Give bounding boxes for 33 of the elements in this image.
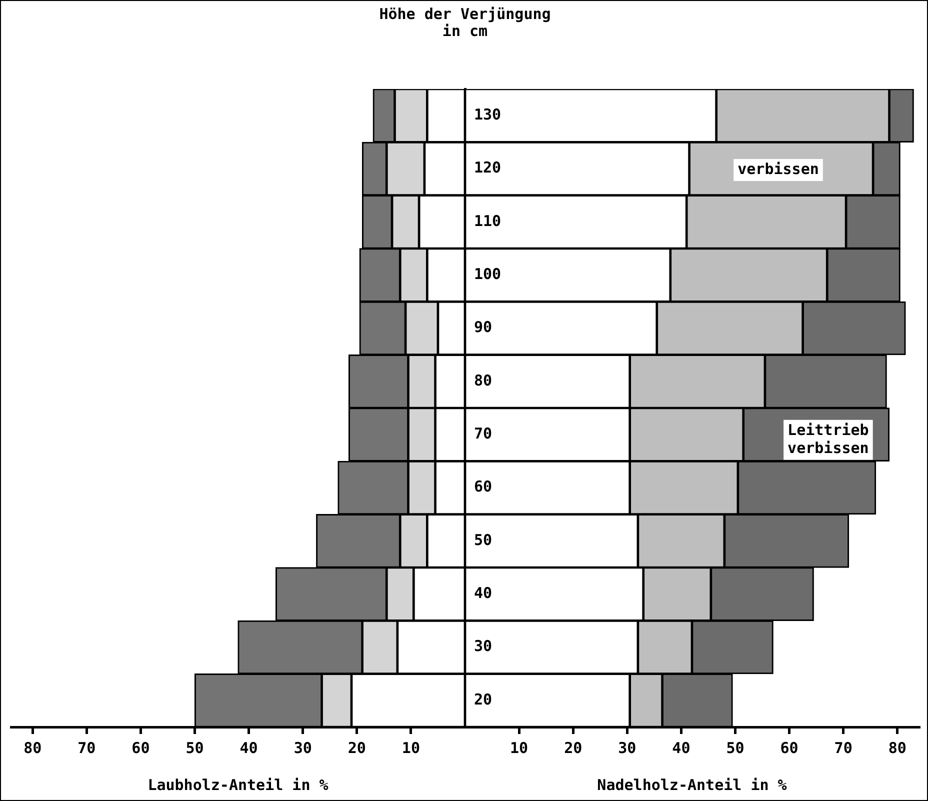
y-tick-label: 20 [474,690,492,708]
y-tick-label: 90 [474,318,492,336]
x-tick-label: 80 [24,738,42,757]
x-tick-label: 10 [510,738,528,757]
x-tick-label: 70 [834,738,852,757]
y-tick-label: 50 [474,530,492,549]
x-tick-label: 20 [348,738,366,757]
chart-title: Höhe der Verjüngung in cm [379,4,551,40]
x-tick-label: 80 [888,738,906,757]
x-tick-label: 30 [294,738,312,757]
x-tick-label: 40 [672,738,690,757]
y-tick-label: 100 [474,264,502,283]
text: Nadelholz-Anteil in % [597,776,787,794]
x-tick-label: 70 [78,738,96,757]
x-tick-label: 60 [780,738,798,757]
x-axis-title: Laubholz-Anteil in % [148,776,328,794]
y-tick-label: 30 [474,637,492,656]
y-tick-label: 80 [474,371,492,390]
y-tick-label: 130 [474,105,502,124]
x-tick-label: 50 [186,738,204,757]
y-tick-label: 60 [474,478,492,496]
x-tick-label: 30 [618,738,636,757]
y-tick-label: 120 [474,158,502,177]
x-tick-label: 50 [726,738,744,757]
y-tick-label: 70 [474,424,492,442]
x-tick-label: 60 [132,738,150,757]
x-tick-label: 20 [564,738,582,757]
x-tick-label: 10 [402,738,420,757]
annotation: Leittrieb verbissen [788,420,869,457]
y-tick-label: 40 [474,584,492,602]
x-tick-label: 40 [240,738,258,757]
y-tick-label: 110 [474,212,502,230]
annotation: verbissen [738,160,819,178]
